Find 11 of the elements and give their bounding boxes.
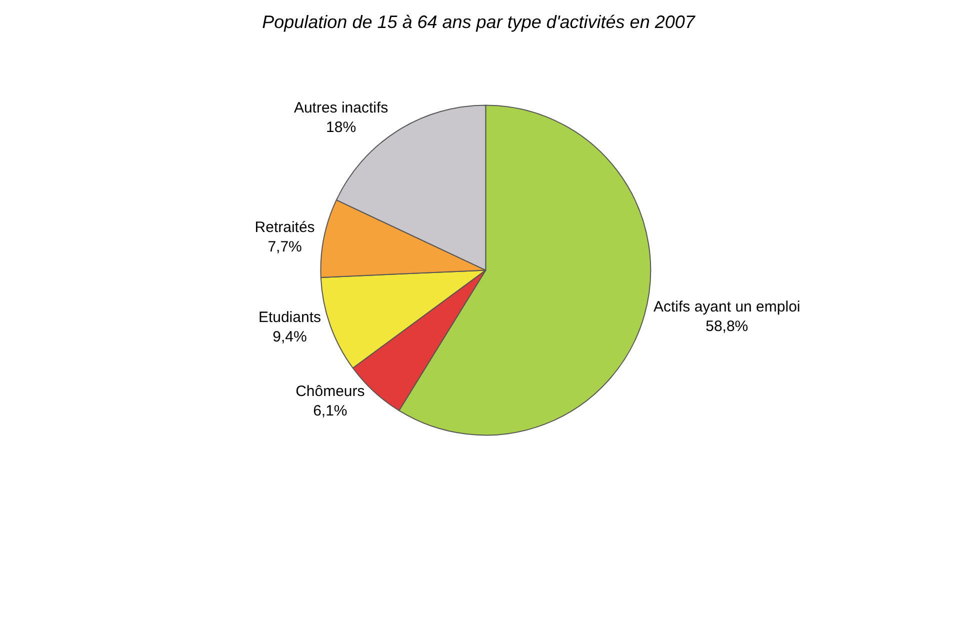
slice-label: Actifs ayant un emploi	[654, 298, 800, 316]
slice-label: Retraités	[254, 218, 315, 236]
slice-label: Chômeurs	[296, 383, 365, 400]
data-label: 9,4%	[272, 328, 307, 346]
data-label: 18%	[326, 119, 356, 136]
chart-title: Population de 15 à 64 ans par type d'activités en 2007	[262, 12, 696, 32]
data-label: 6,1%	[313, 402, 348, 420]
data-label: 58,8%	[706, 318, 748, 335]
slice-label: Etudiants	[258, 308, 321, 326]
data-label: 7,7%	[268, 238, 302, 256]
slice-label: Autres inactifs	[294, 100, 388, 117]
